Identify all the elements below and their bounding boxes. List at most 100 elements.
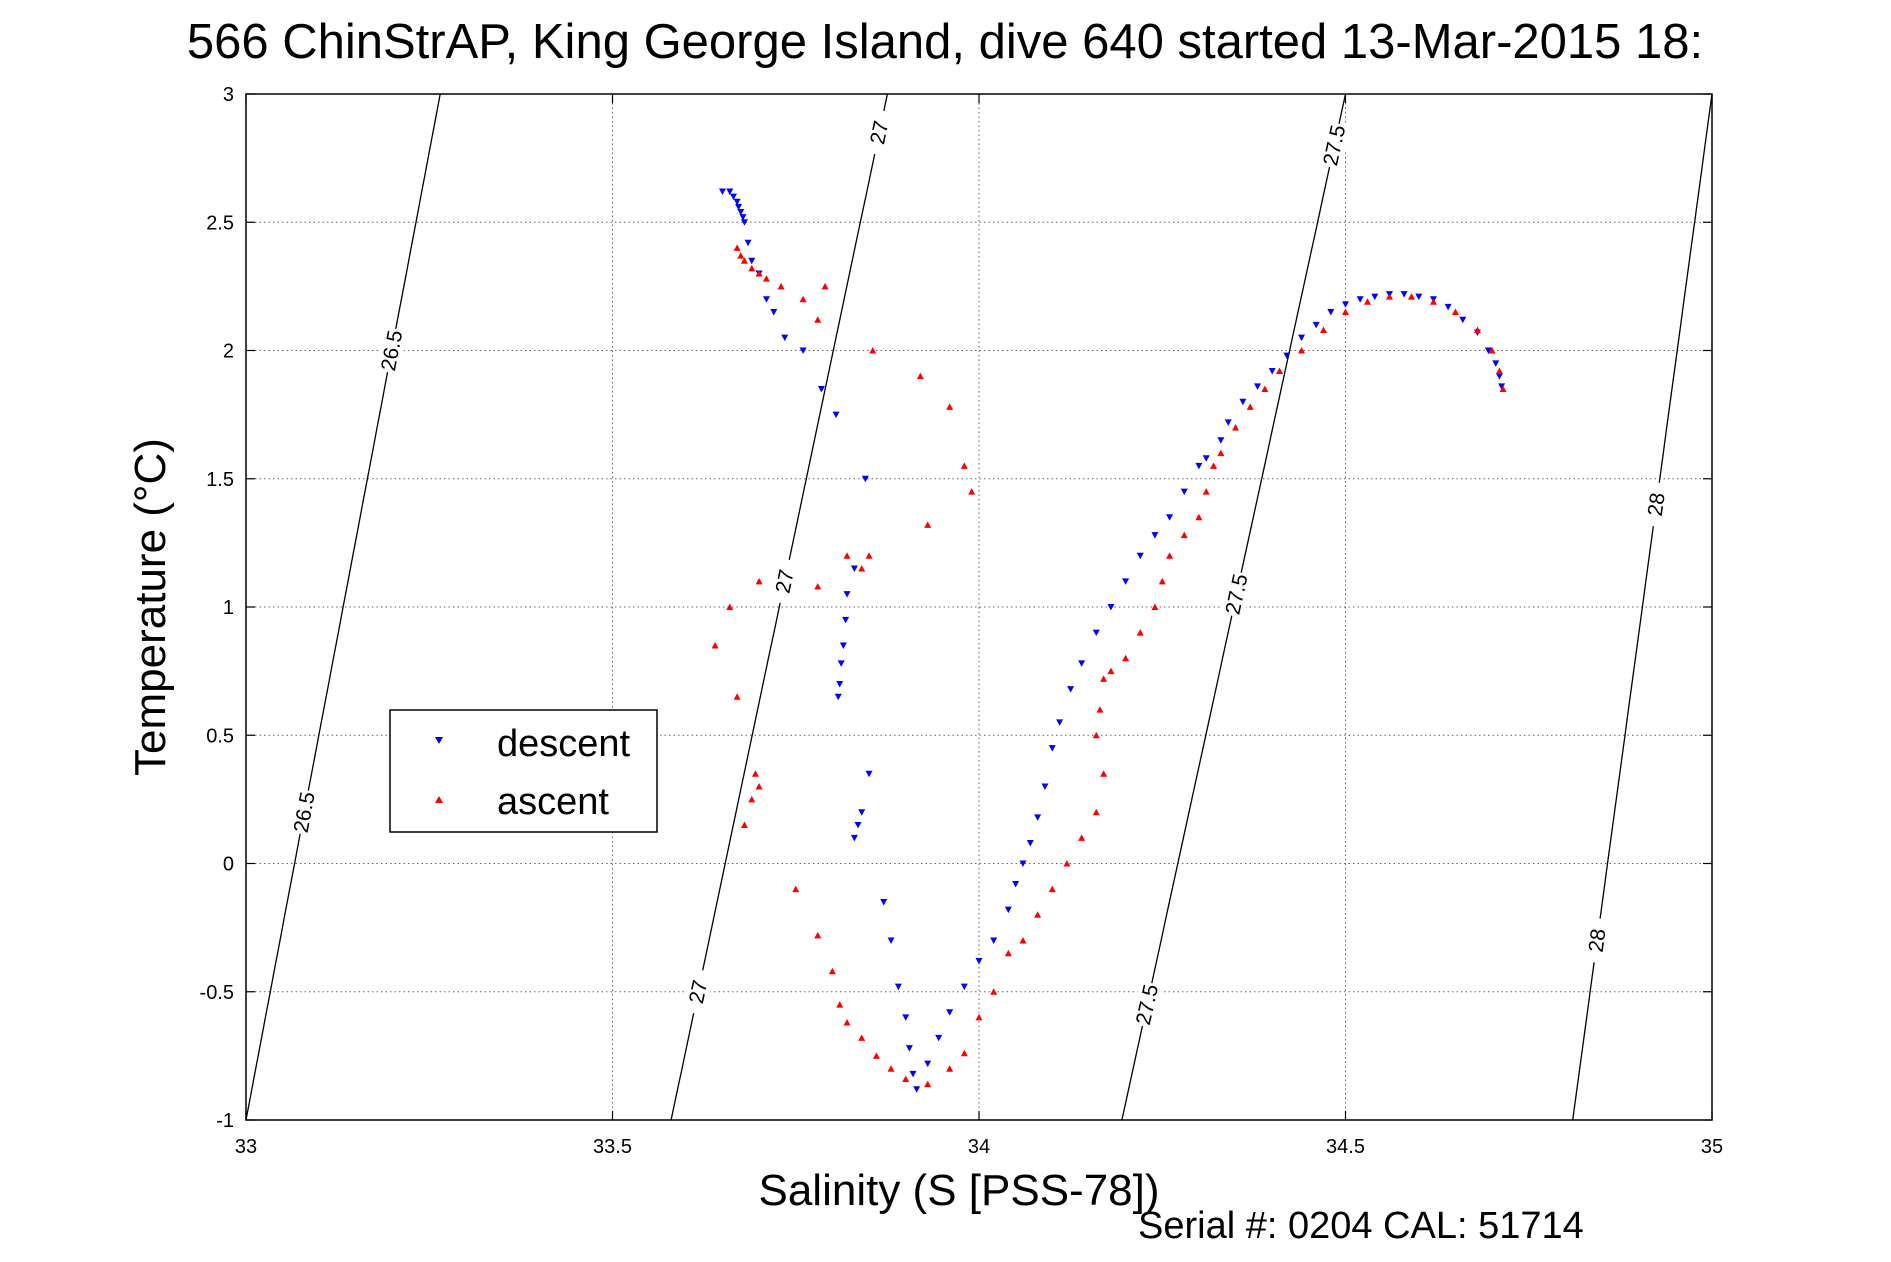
ascent-point <box>1342 308 1349 316</box>
ascent-point <box>1276 367 1284 375</box>
y-tick-label: -1 <box>216 1110 234 1132</box>
y-tick-label: -0.5 <box>200 982 234 1004</box>
ascent-point <box>887 1065 895 1072</box>
ascent-point <box>1499 385 1507 392</box>
descent-point <box>1239 398 1247 406</box>
descent-point <box>1459 316 1467 324</box>
ascent-point <box>1158 577 1166 585</box>
isopycnal-label-bg <box>768 557 801 606</box>
descent-point <box>817 385 825 393</box>
isopycnal-27-label: 27 <box>866 119 893 147</box>
ascent-point <box>733 693 741 700</box>
axis-ticks: 33 33.5 34 34.5 35 -1 -0.5 0 0.5 1 1.5 2 2.5 3 <box>200 84 1724 1158</box>
descent-point <box>744 239 752 247</box>
descent-point <box>740 219 748 226</box>
descent-point <box>735 203 743 211</box>
ascent-point <box>755 270 763 277</box>
descent-point <box>1067 686 1075 693</box>
y-tick-label: 2.5 <box>206 212 234 234</box>
ascent-point <box>828 967 836 975</box>
descent-point <box>1048 745 1056 752</box>
ascent-point <box>1092 808 1100 816</box>
descent-point <box>975 957 983 965</box>
y-tick-label: 0 <box>223 854 234 876</box>
isopycnal-label-bg <box>1220 570 1253 619</box>
descent-point <box>843 591 851 598</box>
x-tick-label: 34.5 <box>1326 1136 1365 1158</box>
ascent-point <box>858 1034 866 1041</box>
ascent-point <box>869 347 877 354</box>
descent-point <box>842 616 850 624</box>
descent-point <box>960 983 968 991</box>
ascent-point <box>711 641 719 649</box>
ascent-point <box>1096 706 1104 713</box>
ascent-point <box>748 264 756 272</box>
ascent-point <box>1202 488 1210 495</box>
chart-title: 566 ChinStrAP, King George Island, dive … <box>187 15 1703 69</box>
descent-point <box>1026 839 1034 847</box>
y-tick-label: 1.5 <box>206 469 234 491</box>
legend-ascent-marker <box>435 796 443 803</box>
descent-point <box>832 411 840 419</box>
ascent-point <box>1136 629 1144 636</box>
descent-point <box>1342 301 1349 308</box>
descent-point <box>718 188 726 195</box>
ascent-point <box>1063 860 1071 867</box>
ascent-point <box>1261 385 1269 392</box>
legend-descent-label: descent <box>497 723 631 765</box>
descent-point <box>1180 488 1188 496</box>
descent-point <box>1371 293 1379 301</box>
ascent-point <box>1217 449 1225 457</box>
descent-point <box>924 1060 932 1068</box>
ascent-point <box>1429 298 1437 305</box>
ascent-point <box>740 257 748 264</box>
isopycnal-label-bg <box>1641 480 1672 528</box>
ascent-point <box>1407 293 1415 300</box>
ascent-point <box>1495 367 1503 375</box>
descent-point <box>1415 293 1423 301</box>
ascent-point <box>740 821 748 829</box>
y-tick-label: 0.5 <box>206 725 234 747</box>
ascent-point <box>1019 936 1027 944</box>
ascent-point <box>1320 326 1328 333</box>
descent-point <box>770 309 778 316</box>
descent-point <box>1202 455 1210 462</box>
ascent-point <box>1473 326 1481 333</box>
ascent-point <box>1092 731 1100 739</box>
descent-point <box>865 770 873 778</box>
descent-point <box>858 809 866 816</box>
isopycnal-label-bg <box>288 788 321 837</box>
ascent-point <box>924 521 932 528</box>
ascent-point <box>1100 770 1108 777</box>
ascent-point <box>814 931 822 939</box>
x-tick-label: 33 <box>235 1136 257 1158</box>
isopycnal-label-bg <box>375 326 408 375</box>
descent-point <box>1151 532 1159 539</box>
descent-point <box>1056 719 1064 726</box>
descent-point <box>1444 303 1452 311</box>
descent-point <box>850 565 858 573</box>
ascent-point <box>726 603 734 610</box>
ascent-point <box>1246 403 1254 410</box>
isopycnal-label-bg <box>1582 917 1612 964</box>
ascent-point <box>1100 675 1108 682</box>
descent-point <box>737 208 745 216</box>
ascent-point <box>960 1049 968 1057</box>
serial-cal-footer: Serial #: 0204 CAL: 51714 <box>1138 1205 1584 1247</box>
descent-point <box>1092 629 1100 637</box>
ascent-point <box>1385 293 1393 300</box>
ascent-point <box>836 1001 844 1008</box>
descent-point <box>1495 373 1503 380</box>
descent-point <box>894 983 902 991</box>
descent-point <box>1122 578 1130 585</box>
ascent-point <box>1451 308 1459 316</box>
ascent-point <box>755 577 763 585</box>
x-tick-label: 33.5 <box>593 1136 632 1158</box>
descent-point <box>1166 514 1174 521</box>
descent-point <box>729 193 737 201</box>
ascent-point <box>975 1013 983 1021</box>
descent-point <box>1224 419 1232 426</box>
descent-point <box>1268 368 1276 375</box>
descent-point <box>781 334 789 342</box>
